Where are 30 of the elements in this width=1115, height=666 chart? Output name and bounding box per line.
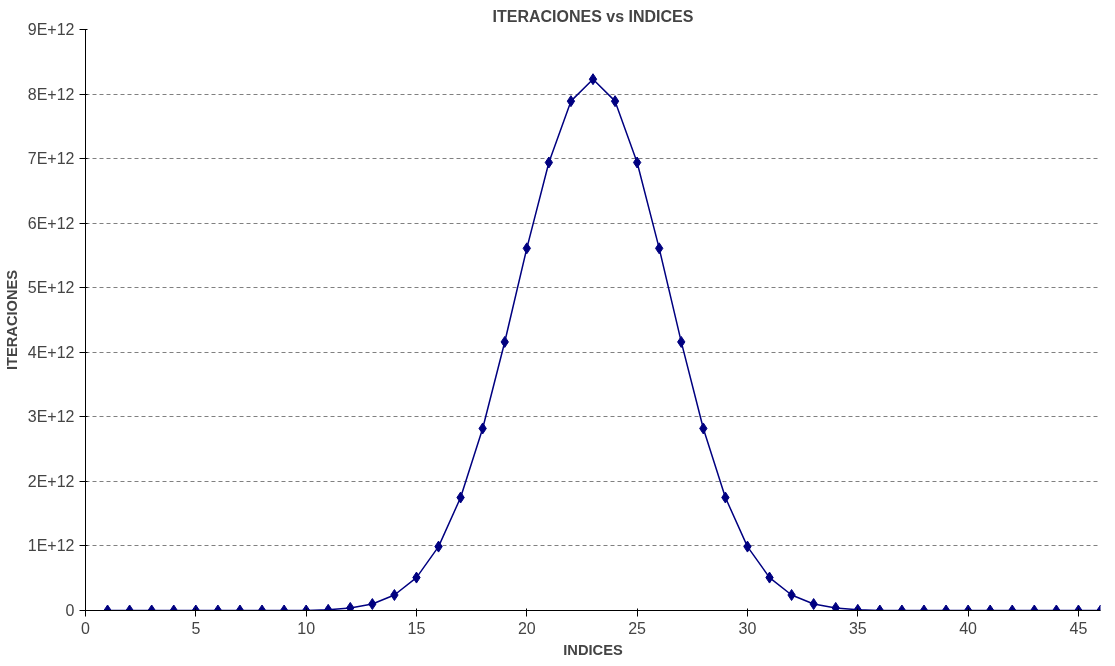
y-tick-label: 3E+12: [27, 408, 75, 426]
y-tick-label: 4E+12: [27, 343, 75, 361]
y-tick-label: 9E+12: [27, 21, 75, 38]
y-tick-label: 2E+12: [27, 472, 75, 490]
y-tick-label: 8E+12: [27, 85, 75, 103]
point: [831, 601, 840, 611]
x-tick-label: 45: [1069, 619, 1088, 637]
point: [544, 156, 554, 169]
y-tick-label: 7E+12: [27, 150, 75, 168]
x-tick-label: 15: [407, 619, 426, 637]
x-tick-label: 5: [191, 619, 201, 637]
x-tick-label: 40: [959, 619, 978, 637]
x-tick-label: 35: [848, 619, 867, 637]
y-tick-label: 1E+12: [27, 537, 75, 555]
point: [346, 601, 355, 611]
point: [566, 95, 576, 108]
x-tick-label: 10: [297, 619, 316, 637]
x-tick-label: 25: [628, 619, 647, 637]
point: [610, 95, 620, 108]
y-tick-label: 5E+12: [27, 279, 75, 297]
x-tick-label: 20: [517, 619, 536, 637]
y-tick-label: 6E+12: [27, 214, 75, 232]
y-axis-title: ITERACIONES: [3, 269, 20, 371]
x-tick-label: 30: [738, 619, 757, 637]
x-tick-label: 0: [81, 619, 91, 637]
point: [632, 156, 642, 169]
y-tick-label: 0: [65, 602, 75, 619]
chart-title: ITERACIONES vs INDICES: [492, 7, 694, 25]
point: [588, 73, 598, 86]
x-axis-title: INDICES: [563, 641, 623, 658]
